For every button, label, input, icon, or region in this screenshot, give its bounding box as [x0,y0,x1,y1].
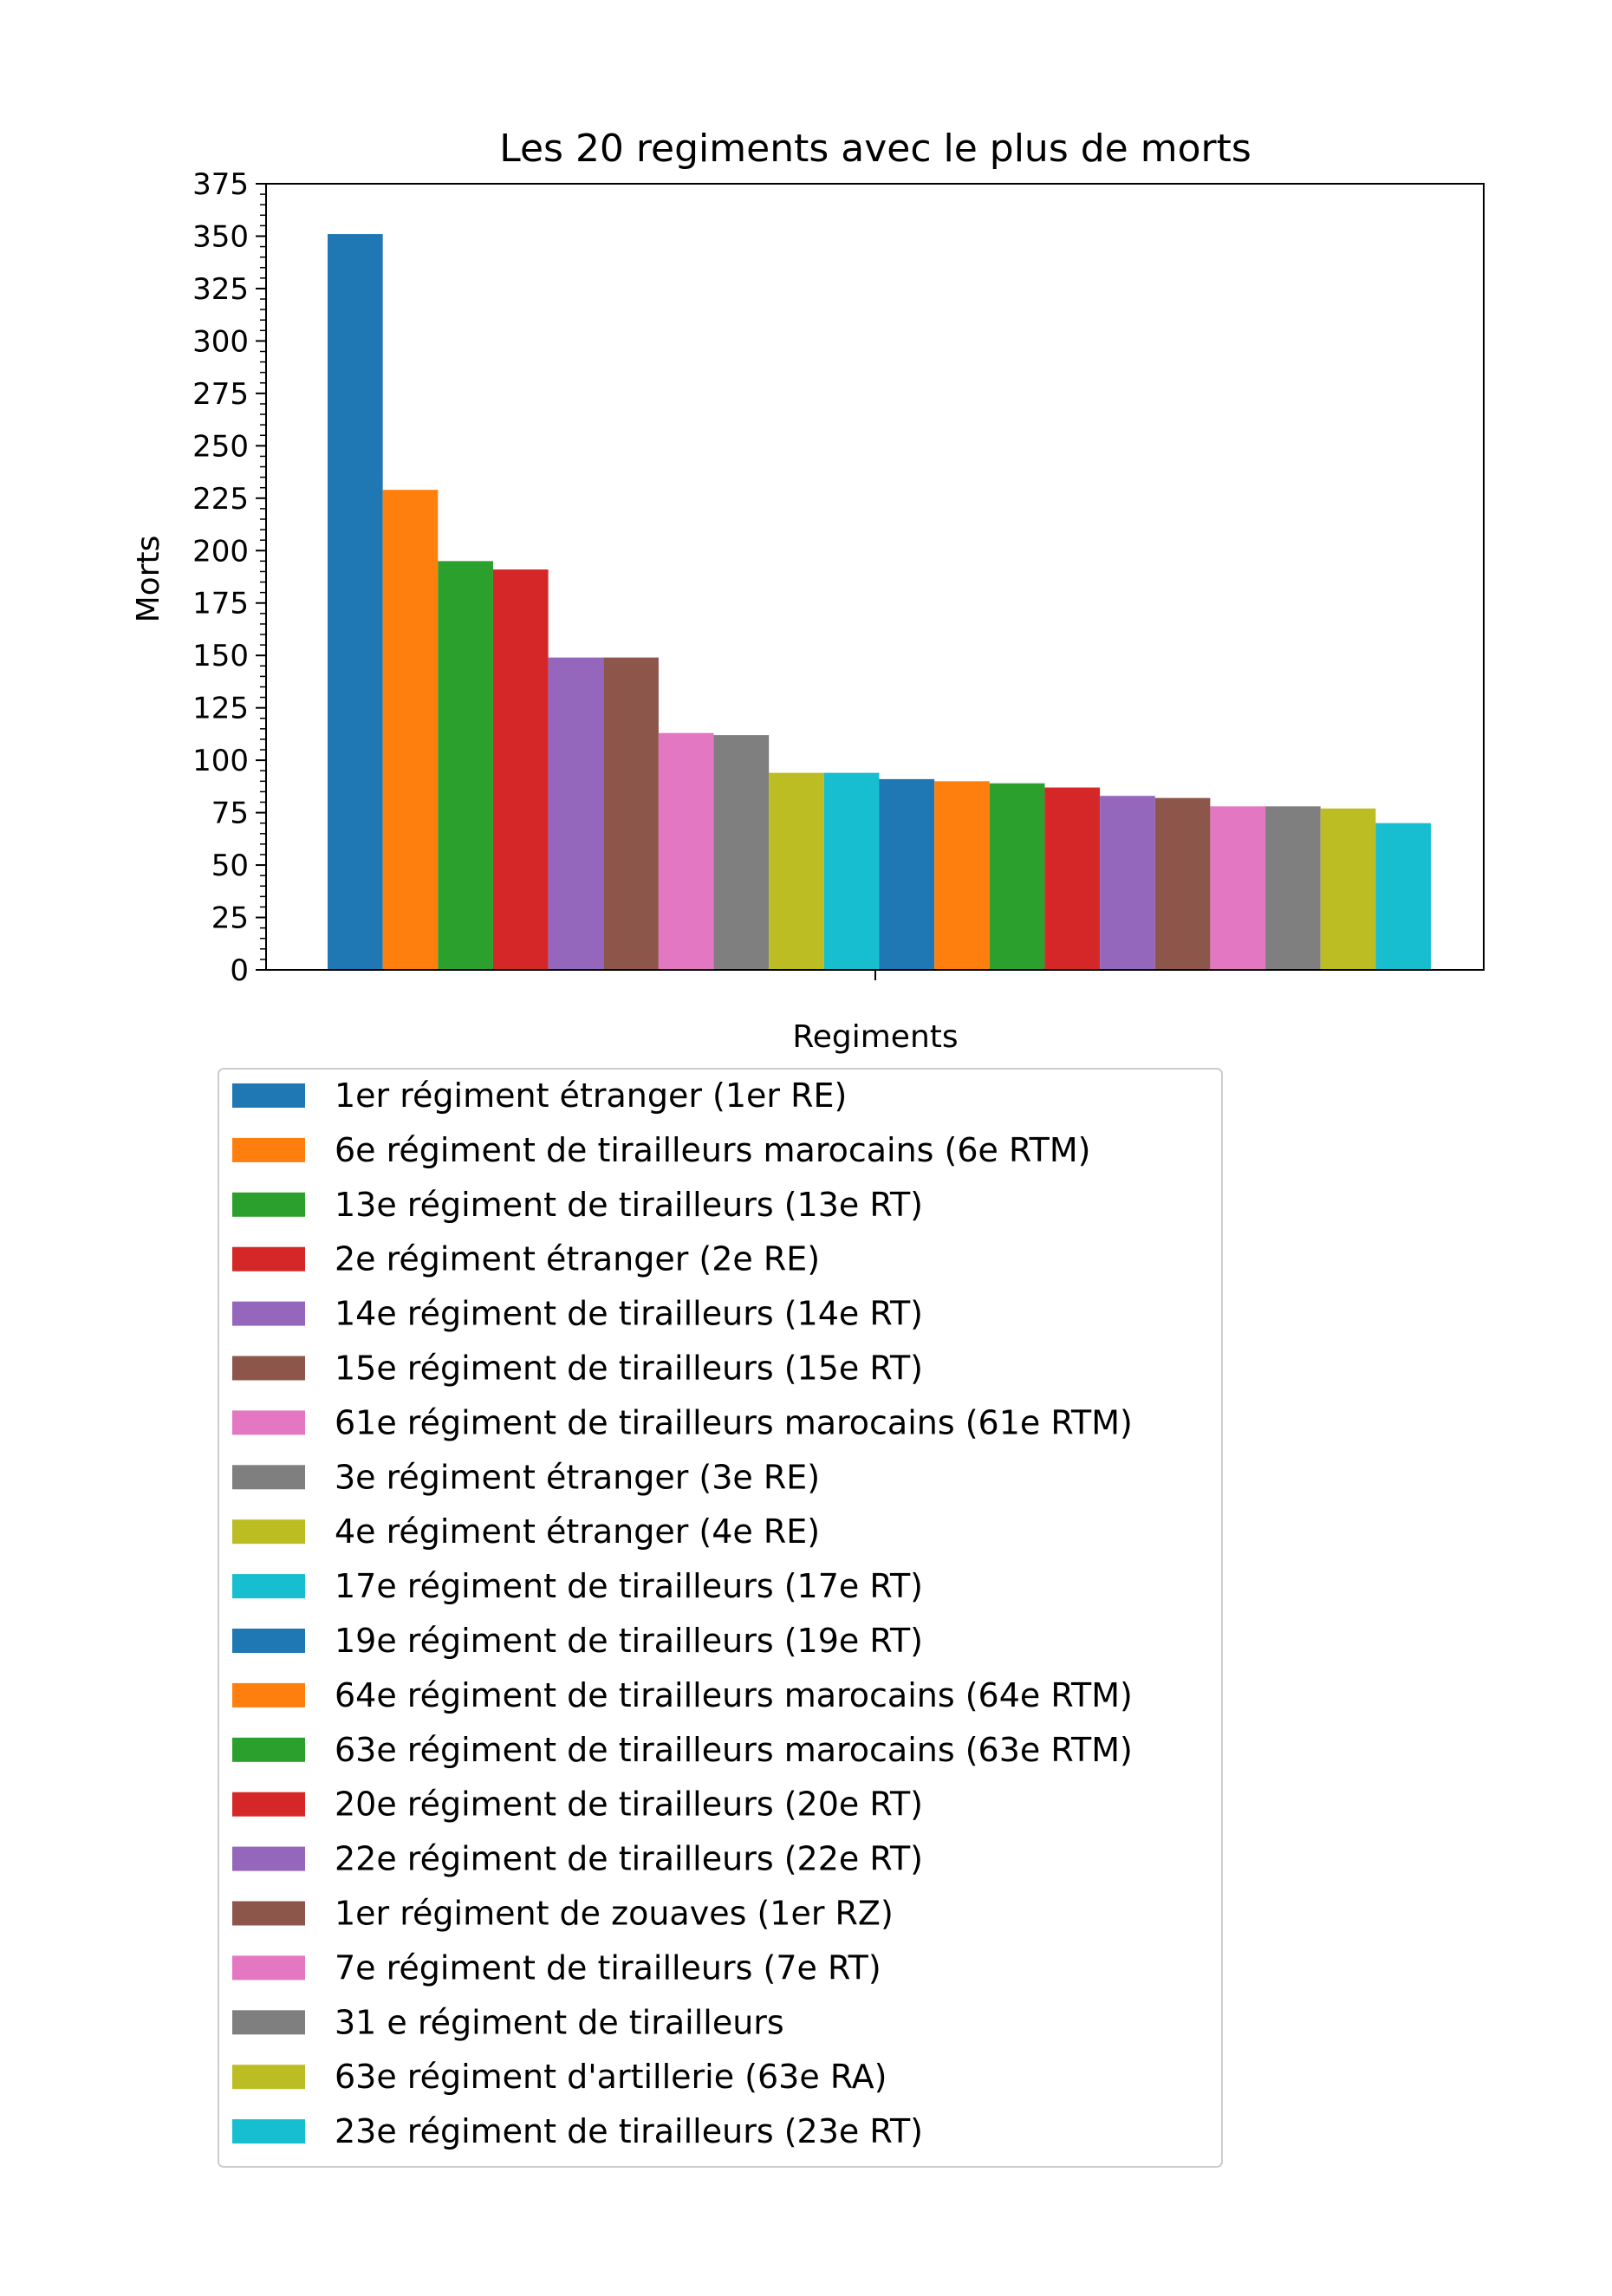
legend-swatch [232,1737,305,1762]
y-tick-label: 200 [192,534,249,569]
legend-swatch [232,1410,305,1435]
legend: 1er régiment étranger (1er RE) 6e régimen… [232,1076,1133,2150]
y-tick-label: 100 [192,744,249,778]
y-tick-label: 175 [192,587,249,621]
bar [1265,806,1321,970]
bar [603,657,659,970]
legend-swatch [232,1246,305,1272]
bar [492,569,549,970]
bar [879,778,935,970]
bar [1100,796,1155,970]
legend-label: 64e régiment de tirailleurs marocains (6… [335,1676,1133,1714]
legend-swatch [232,1682,305,1707]
y-tick-label: 325 [192,272,249,307]
y-tick-label: 300 [192,324,249,359]
bar [823,772,880,970]
bar [769,772,824,970]
y-tick-label: 350 [192,219,249,254]
legend-label: 63e régiment d'artillerie (63e RA) [335,2058,887,2096]
legend-label: 31 e régiment de tirailleurs [335,2003,784,2041]
bar [934,781,990,970]
legend-swatch [232,1901,305,1926]
legend-label: 63e régiment de tirailleurs marocains (6… [335,1731,1133,1769]
y-tick-label: 150 [192,639,249,673]
legend-label: 13e régiment de tirailleurs (13e RT) [335,1186,923,1224]
legend-swatch [232,1519,305,1545]
y-tick-label: 225 [192,482,249,517]
y-tick-label: 0 [230,953,249,988]
legend-swatch [232,1192,305,1217]
legend-label: 22e régiment de tirailleurs (22e RT) [335,1840,923,1878]
legend-swatch [232,1846,305,1871]
bar [1044,787,1101,970]
bar [658,732,714,970]
legend-label: 19e régiment de tirailleurs (19e RT) [335,1622,923,1660]
y-tick-label: 375 [192,167,249,202]
legend-swatch [232,1574,305,1599]
legend-swatch [232,1301,305,1326]
legend-swatch [232,2065,305,2090]
legend-label: 2e régiment étranger (2e RE) [335,1240,820,1278]
bar [328,234,383,970]
y-tick-label: 275 [192,377,249,412]
legend-label: 15e régiment de tirailleurs (15e RT) [335,1350,923,1388]
legend-label: 14e régiment de tirailleurs (14e RT) [335,1295,923,1333]
bar [438,561,493,970]
bars-group [328,234,1431,970]
bar [1320,808,1376,970]
bar [1154,797,1211,970]
y-axis: 0 25 50 75 100 125 150 175 200 225 250 275 300 325 350… [192,167,266,988]
y-tick-label: 125 [192,692,249,726]
bar [1210,806,1266,970]
chart-title: Les 20 regiments avec le plus de morts [499,127,1251,171]
legend-label: 20e régiment de tirailleurs (20e RT) [335,1785,923,1824]
y-tick-label: 75 [211,797,249,831]
legend-label: 1er régiment étranger (1er RE) [335,1076,847,1115]
legend-label: 7e régiment de tirailleurs (7e RT) [335,1948,881,1987]
legend-swatch [232,1465,305,1490]
legend-label: 4e régiment étranger (4e RE) [335,1512,820,1551]
bar [989,783,1045,970]
y-tick-label: 25 [211,901,249,936]
x-axis-label: Regiments [792,1019,958,1055]
bar [1375,823,1431,970]
legend-label: 17e régiment de tirailleurs (17e RT) [335,1567,923,1605]
y-axis-label: Morts [131,536,166,623]
legend-swatch [232,1792,305,1817]
legend-swatch [232,2010,305,2035]
legend-swatch [232,1629,305,1653]
bar [382,490,439,970]
legend-frame [218,1068,1223,2168]
legend-label: 23e régiment de tirailleurs (23e RT) [335,2112,923,2150]
legend-swatch [232,1137,305,1162]
legend-swatch [232,1955,305,1981]
legend-label: 6e régiment de tirailleurs marocains (6e… [335,1131,1090,1169]
bar [548,657,604,970]
legend-swatch [232,1356,305,1381]
legend-label: 1er régiment de zouaves (1er RZ) [335,1895,894,1933]
y-tick-label: 250 [192,429,249,464]
bar [713,735,770,970]
legend-swatch [232,2119,305,2144]
legend-swatch [232,1083,305,1108]
legend-label: 3e régiment étranger (3e RE) [335,1458,820,1496]
y-tick-label: 50 [211,849,249,883]
legend-label: 61e régiment de tirailleurs marocains (6… [335,1403,1133,1441]
